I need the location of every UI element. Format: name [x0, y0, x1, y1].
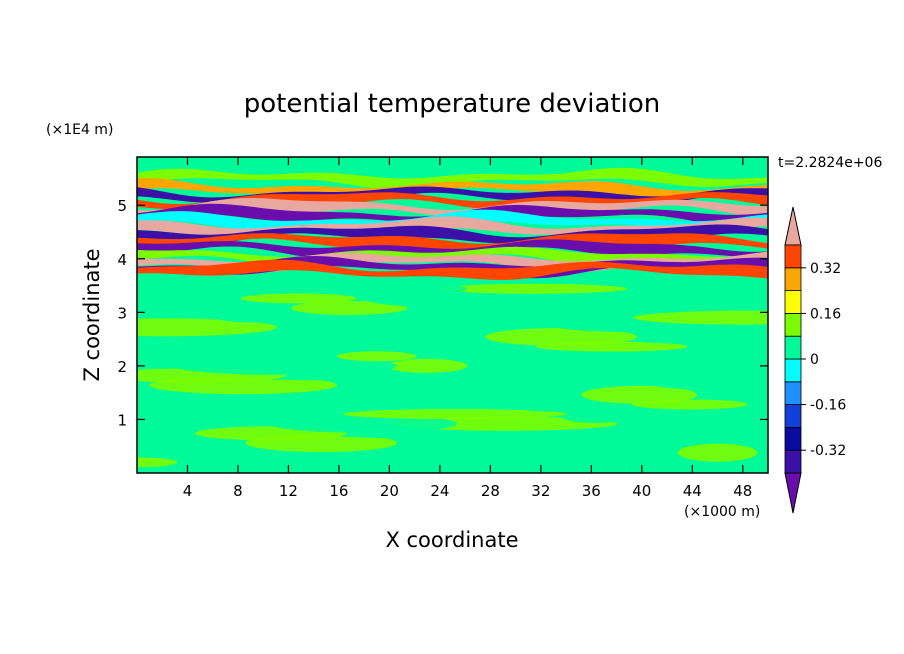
x-tick-label: 12: [279, 482, 298, 500]
field-patch: [677, 443, 758, 462]
colorbar-swatch: [784, 335, 802, 360]
y-tick-label: 5: [117, 197, 127, 215]
field-patch: [314, 281, 467, 296]
y-unit-label: (×1E4 m): [46, 122, 113, 138]
x-axis-title: X coordinate: [385, 528, 518, 552]
contour-band: [137, 178, 768, 200]
contour-band: [137, 216, 768, 239]
field-patch: [559, 322, 748, 333]
y-tick-label: 1: [117, 411, 127, 429]
colorbar-swatch: [784, 426, 802, 451]
x-tick-label: 32: [531, 482, 550, 500]
colorbar-swatch: [784, 404, 802, 428]
y-axis-title: Z coordinate: [80, 248, 104, 381]
contour-band: [137, 167, 768, 191]
field-patch: [291, 301, 408, 316]
colorbar-extend-min: [784, 472, 802, 514]
field-patch: [387, 358, 468, 373]
contour-field: [137, 157, 768, 473]
chart-title: potential temperature deviation: [244, 89, 660, 119]
field-patch: [393, 416, 618, 431]
x-tick-label: 36: [582, 482, 601, 500]
colorbar-swatch: [784, 381, 802, 405]
field-patch: [633, 310, 768, 325]
x-tick-label: 8: [233, 482, 243, 500]
field-patch: [171, 445, 288, 460]
x-axis: 4 8 12 16 20 24 28 32 36 40 44 48: [183, 157, 752, 500]
x-tick-label: 28: [481, 482, 500, 500]
y-tick-label: 3: [117, 304, 127, 322]
field-patch: [137, 318, 277, 337]
field-patch: [137, 457, 177, 468]
field-patch: [485, 327, 638, 346]
field-patch: [410, 339, 527, 354]
x-tick-label: 4: [183, 482, 193, 500]
field-patch: [507, 397, 588, 412]
time-label: t=2.2824e+06: [778, 155, 882, 171]
colorbar-tick-label: -0.16: [810, 398, 846, 414]
field-patch: [557, 405, 638, 424]
x-tick-label: 48: [733, 482, 752, 500]
contour-band: [137, 239, 768, 259]
field-patch: [439, 283, 628, 294]
colorbar: 0.32 0.16 0 -0.16 -0.32: [784, 206, 846, 514]
field-patch: [268, 414, 457, 433]
y-tick-label: 4: [117, 251, 127, 269]
field-patch: [166, 299, 247, 318]
contour-band: [137, 224, 768, 246]
x-tick-label: 44: [683, 482, 702, 500]
x-tick-label: 24: [430, 482, 449, 500]
field-patch: [137, 438, 237, 449]
field-patch: [240, 293, 357, 304]
colorbar-swatch: [784, 358, 802, 383]
y-tick-label: 2: [117, 358, 127, 376]
x-tick-label: 20: [380, 482, 399, 500]
field-patch: [581, 385, 698, 404]
colorbar-tick-label: 0: [810, 352, 819, 368]
plot-frame: [136, 156, 769, 474]
colorbar-tick-label: 0.32: [810, 261, 841, 277]
contour-band: [137, 198, 768, 218]
field-patch: [336, 351, 417, 362]
x-tick-label: 40: [632, 482, 651, 500]
colorbar-swatch: [784, 244, 802, 269]
colorbar-tick-label: -0.32: [810, 443, 846, 459]
colorbar-swatch: [784, 290, 802, 314]
colorbar-swatch: [784, 449, 802, 474]
x-tick-label: 16: [329, 482, 348, 500]
field-patch: [216, 312, 297, 323]
colorbar-extend-max: [784, 206, 802, 246]
colorbar-swatch: [784, 312, 802, 337]
field-patch: [655, 380, 768, 391]
contour-band: [137, 233, 768, 251]
colorbar-swatch: [784, 267, 802, 291]
field-patch: [513, 455, 738, 470]
field-patch: [172, 356, 397, 375]
field-patch: [343, 409, 568, 420]
colorbar-tick-label: 0.16: [810, 306, 841, 322]
contour-band: [137, 259, 768, 280]
y-axis: 1 2 3 4 5: [117, 197, 768, 429]
x-unit-label: (×1000 m): [684, 504, 760, 520]
field-patch: [609, 329, 768, 344]
